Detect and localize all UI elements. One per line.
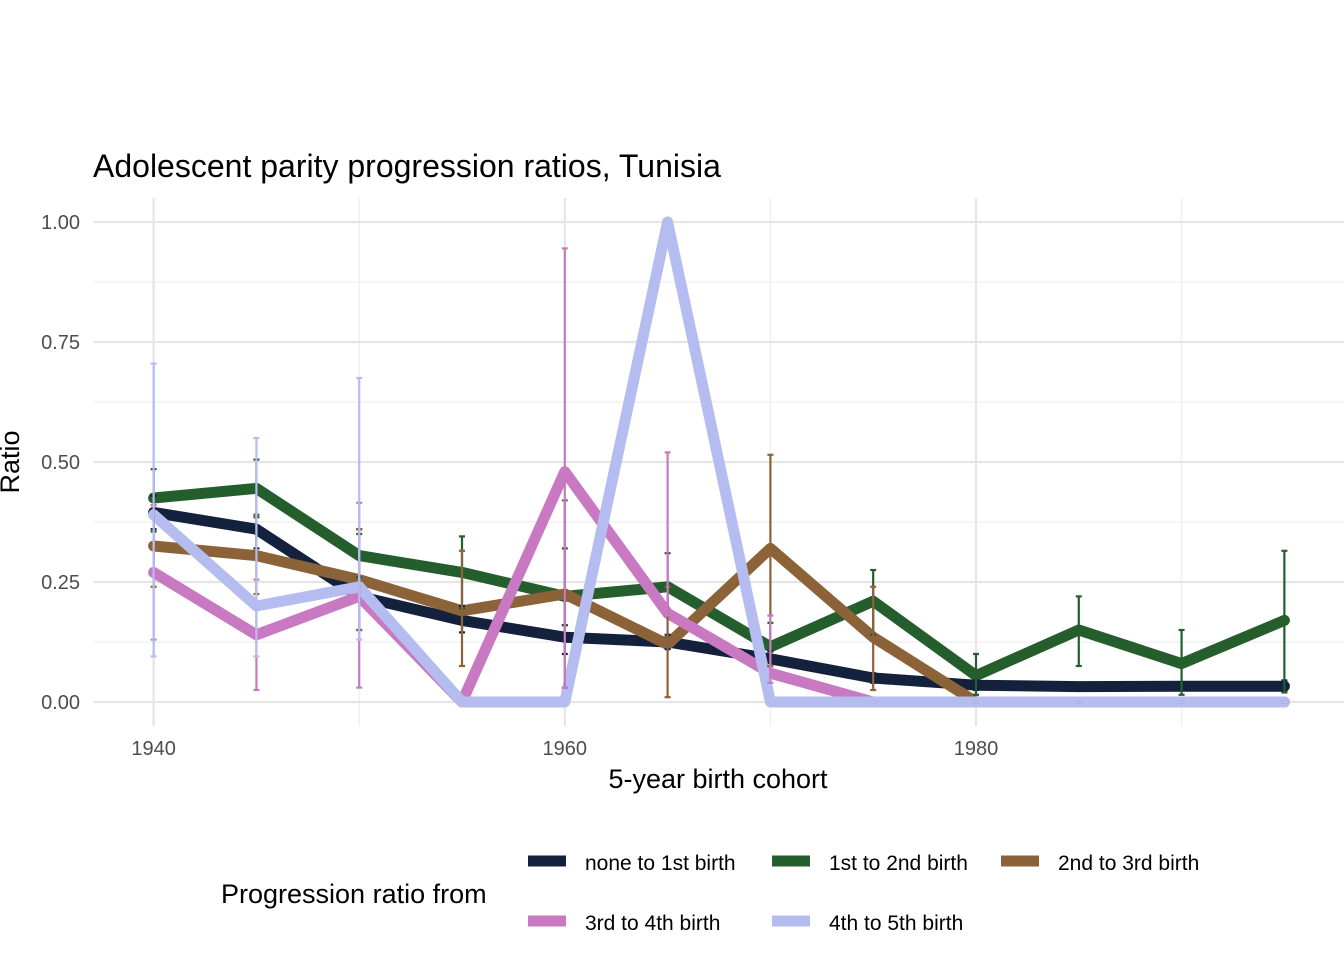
- error-bar: [253, 436, 260, 658]
- error-bar: [561, 247, 568, 689]
- legend-item: none to 1st birth: [528, 852, 736, 875]
- x-tick-label: 1940: [131, 738, 176, 760]
- legend: Progression ratio from none to 1st birth…: [221, 852, 1199, 935]
- error-bar: [767, 614, 774, 684]
- y-tick-label: 0.50: [41, 452, 80, 474]
- error-bar: [1178, 628, 1185, 696]
- x-tick-label: 1980: [954, 738, 999, 760]
- x-axis-title: 5-year birth cohort: [608, 764, 828, 794]
- y-tick-label: 1.00: [41, 212, 80, 234]
- legend-label: 2nd to 3rd birth: [1058, 852, 1199, 875]
- legend-item: 4th to 5th birth: [772, 912, 963, 935]
- error-bar: [870, 585, 877, 692]
- error-bar: [150, 362, 157, 658]
- error-bar: [1075, 681, 1082, 692]
- legend-label: 4th to 5th birth: [829, 912, 963, 935]
- x-tick-label: 1960: [543, 738, 588, 760]
- y-axis-title: Ratio: [0, 430, 25, 493]
- y-tick-label: 0.25: [41, 572, 80, 594]
- error-bars: [150, 220, 1288, 704]
- legend-item: 1st to 2nd birth: [772, 852, 968, 875]
- legend-label: 3rd to 4th birth: [585, 912, 720, 935]
- legend-item: 2nd to 3rd birth: [1001, 852, 1199, 875]
- chart-title: Adolescent parity progression ratios, Tu…: [93, 148, 721, 184]
- series-line-5: [148, 216, 1290, 708]
- error-bar: [1281, 549, 1288, 694]
- x-axis-ticks: 1940 1960 1980: [131, 738, 998, 760]
- series-lines: [148, 216, 1290, 708]
- y-tick-label: 0.00: [41, 692, 80, 714]
- error-bar: [459, 549, 466, 668]
- y-axis-ticks: 0.00 0.25 0.50 0.75 1.00: [41, 212, 80, 714]
- error-bar: [1075, 595, 1082, 668]
- legend-label: 1st to 2nd birth: [829, 852, 968, 875]
- legend-title: Progression ratio from: [221, 879, 487, 909]
- error-bar: [356, 376, 363, 641]
- series-line-3: [148, 540, 1290, 708]
- series-line-2: [148, 482, 1290, 682]
- legend-items: none to 1st birth 1st to 2nd birth 2nd to …: [528, 852, 1199, 935]
- error-bar: [664, 451, 671, 617]
- legend-label: none to 1st birth: [585, 852, 736, 875]
- legend-item: 3rd to 4th birth: [528, 912, 720, 935]
- y-tick-label: 0.75: [41, 332, 80, 354]
- error-bar: [972, 652, 979, 696]
